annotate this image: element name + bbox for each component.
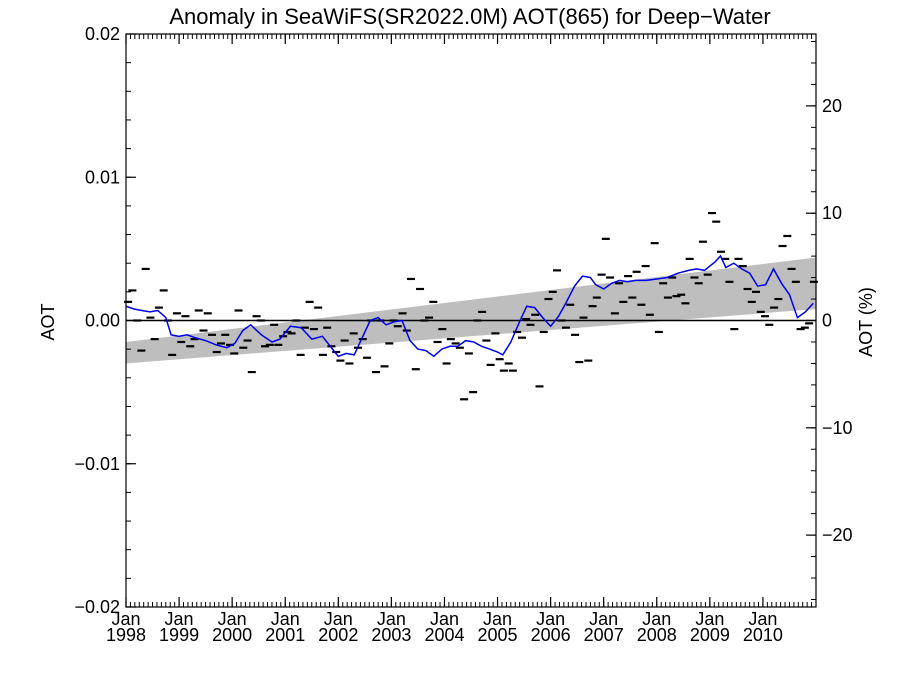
monthly-anomaly-group	[124, 211, 818, 401]
x-tick-month-label: Jan	[271, 609, 300, 629]
x-tick-year-label: 2002	[318, 625, 358, 645]
chart-title: Anomaly in SeaWiFS(SR2022.0M) AOT(865) f…	[169, 4, 770, 29]
x-tick-year-label: 2003	[371, 625, 411, 645]
x-tick-year-label: 2010	[743, 625, 783, 645]
x-tick-year-label: 1999	[159, 625, 199, 645]
x-tick-month-label: Jan	[165, 609, 194, 629]
x-tick-year-label: 2008	[637, 625, 677, 645]
running-mean-group	[125, 254, 814, 358]
x-tick-year-label: 1998	[106, 625, 146, 645]
x-tick-year-label: 2009	[690, 625, 730, 645]
x-tick-month-label: Jan	[377, 609, 406, 629]
y-axis-title-right: AOT (%)	[856, 287, 876, 357]
trend-band-group	[126, 257, 816, 364]
x-tick-month-label: Jan	[536, 609, 565, 629]
x-tick-month-label: Jan	[218, 609, 247, 629]
x-tick-month-label: Jan	[483, 609, 512, 629]
y-tick-label-right: 20	[822, 96, 842, 116]
x-tick-year-label: 2001	[265, 625, 305, 645]
x-tick-month-label: Jan	[748, 609, 777, 629]
axes-group: 0.020.010.00−0.01−0.0220100−10−20Jan1998…	[74, 24, 852, 645]
x-tick-year-label: 2006	[531, 625, 571, 645]
x-tick-month-label: Jan	[111, 609, 140, 629]
y-tick-label-left: −0.02	[74, 597, 120, 617]
y-tick-label-left: −0.01	[74, 454, 120, 474]
x-tick-year-label: 2000	[212, 625, 252, 645]
y-tick-label-right: 10	[822, 203, 842, 223]
y-tick-label-left: 0.02	[85, 24, 120, 44]
x-tick-month-label: Jan	[324, 609, 353, 629]
y-tick-label-right: −20	[822, 525, 853, 545]
x-tick-year-label: 2004	[424, 625, 464, 645]
y-tick-label-left: 0.01	[85, 167, 120, 187]
y-tick-label-right: −10	[822, 418, 853, 438]
x-tick-month-label: Jan	[642, 609, 671, 629]
y-axis-title-left: AOT	[38, 303, 58, 340]
x-tick-month-label: Jan	[695, 609, 724, 629]
y-tick-label-left: 0.00	[85, 311, 120, 331]
x-tick-year-label: 2005	[478, 625, 518, 645]
y-tick-label-right: 0	[822, 311, 832, 331]
x-tick-month-label: Jan	[589, 609, 618, 629]
trend-band	[126, 257, 816, 364]
x-tick-month-label: Jan	[430, 609, 459, 629]
running-mean-line	[125, 254, 814, 358]
x-tick-year-label: 2007	[584, 625, 624, 645]
